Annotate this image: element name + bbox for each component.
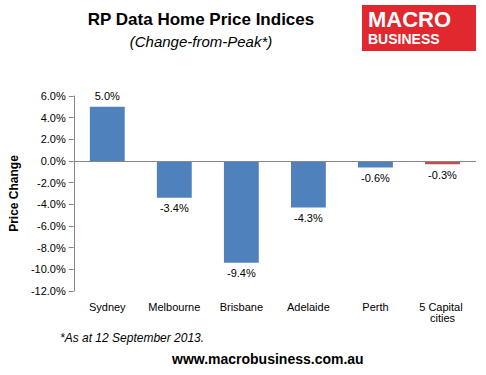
svg-text:*As at 12 September 2013.: *As at 12 September 2013. — [60, 331, 204, 345]
svg-text:(Change-from-Peak*): (Change-from-Peak*) — [130, 33, 273, 50]
svg-text:www.macrobusiness.com.au: www.macrobusiness.com.au — [171, 351, 364, 367]
svg-text:-8.0%: -8.0% — [37, 242, 66, 254]
svg-text:-12.0%: -12.0% — [31, 285, 66, 297]
svg-text:-2.0%: -2.0% — [37, 177, 66, 189]
svg-text:-9.4%: -9.4% — [227, 267, 256, 279]
svg-text:2.0%: 2.0% — [41, 133, 66, 145]
svg-text:Adelaide: Adelaide — [287, 301, 330, 313]
svg-text:-4.0%: -4.0% — [37, 198, 66, 210]
svg-text:cities: cities — [430, 312, 456, 324]
svg-text:4.0%: 4.0% — [41, 112, 66, 124]
svg-text:-6.0%: -6.0% — [37, 220, 66, 232]
svg-text:-10.0%: -10.0% — [31, 263, 66, 275]
svg-text:-0.6%: -0.6% — [361, 172, 390, 184]
svg-text:Sydney: Sydney — [89, 301, 126, 313]
svg-text:-3.4%: -3.4% — [160, 202, 189, 214]
svg-text:Brisbane: Brisbane — [220, 301, 263, 313]
svg-text:Price Change: Price Change — [7, 155, 21, 232]
svg-text:RP Data Home Price Indices: RP Data Home Price Indices — [88, 10, 314, 29]
svg-text:6.0%: 6.0% — [41, 90, 66, 102]
svg-text:0.0%: 0.0% — [41, 155, 66, 167]
svg-text:-4.3%: -4.3% — [294, 212, 323, 224]
svg-text:5 Capital: 5 Capital — [419, 300, 466, 313]
svg-text:Perth: Perth — [362, 301, 388, 313]
svg-text:-0.3%: -0.3% — [428, 169, 457, 181]
svg-text:5.0%: 5.0% — [95, 90, 120, 102]
svg-text:MACRO: MACRO — [368, 7, 451, 32]
svg-text:Melbourne: Melbourne — [148, 301, 200, 313]
svg-text:BUSINESS: BUSINESS — [368, 31, 440, 47]
